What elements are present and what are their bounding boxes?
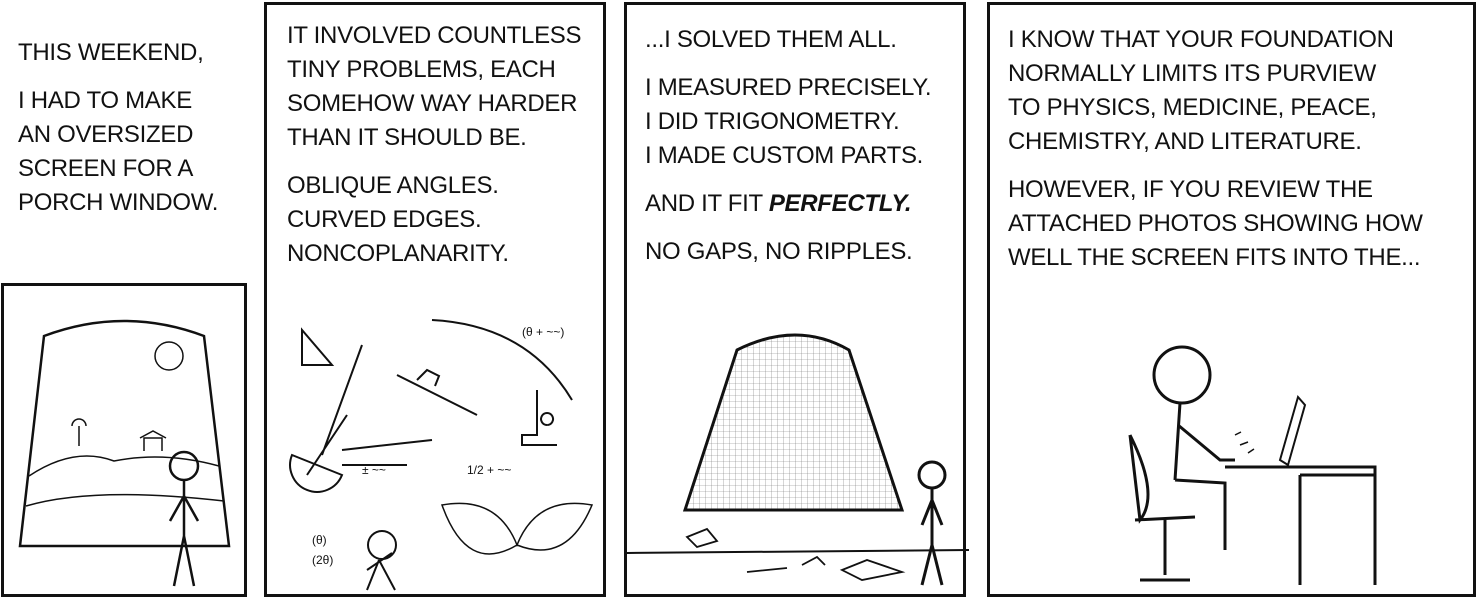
caption-line: OBLIQUE ANGLES. [287, 172, 499, 199]
stick-figure-head [168, 450, 200, 482]
protractor-sketch [289, 344, 363, 493]
caption-line: TINY PROBLEMS, EACH [287, 56, 556, 83]
caption-line: PORCH WINDOW. [18, 189, 219, 216]
panel-3-caption: ...I SOLVED THEM ALL. I MEASURED PRECISE… [645, 23, 932, 269]
house [139, 430, 167, 451]
caption-line: IT INVOLVED COUNTLESS [287, 22, 582, 49]
panel-2: IT INVOLVED COUNTLESS TINY PROBLEMS, EAC… [264, 2, 606, 597]
caption-line: SCREEN FOR A [18, 155, 194, 182]
fitted-screen-drawing [627, 333, 969, 586]
caption-line: AND IT FIT PERFECTLY. [645, 187, 931, 221]
window-outline [18, 319, 231, 548]
panel-1-caption: THIS WEEKEND, I HAD TO MAKE AN OVERSIZED… [18, 36, 218, 220]
stick-figure-body [1173, 402, 1235, 550]
caption-line: I MADE CUSTOM PARTS. [645, 142, 924, 169]
stick-figure-head [917, 460, 947, 490]
caption-line: CHEMISTRY, AND LITERATURE. [1008, 128, 1362, 155]
panel-4: I KNOW THAT YOUR FOUNDATION NORMALLY LIM… [987, 2, 1476, 597]
caption-line: TO PHYSICS, MEDICINE, PEACE, [1008, 94, 1377, 121]
caption-line: AN OVERSIZED [18, 121, 194, 148]
caption-line: ...I SOLVED THEM ALL. [645, 26, 897, 53]
scattered-tools [685, 527, 906, 581]
thinking-figure-head [367, 530, 397, 560]
caption-line: THIS WEEKEND, [18, 39, 204, 66]
scribble-formula: (2θ) [312, 553, 334, 567]
caption-line: SOMEHOW WAY HARDER [287, 90, 578, 117]
panel-4-caption: I KNOW THAT YOUR FOUNDATION NORMALLY LIM… [1008, 23, 1423, 275]
panel-1-frame [1, 283, 247, 597]
caption-line: HOWEVER, IF YOU REVIEW THE [1008, 176, 1373, 203]
caption-line: NONCOPLANARITY. [287, 240, 509, 267]
saddle-surface-sketch [440, 502, 594, 555]
stick-figure-body [920, 488, 944, 586]
caption-line: THAN IT SHOULD BE. [287, 124, 527, 151]
caption-line: WELL THE SCREEN FITS INTO THE... [1008, 244, 1421, 271]
thinking-figure-body [366, 552, 396, 591]
caption-line: I HAD TO MAKE [18, 87, 192, 114]
sun-icon [154, 341, 184, 371]
triangle-sketch [301, 327, 335, 366]
custom-part-sketch [521, 390, 557, 446]
caption-line: ATTACHED PHOTOS SHOWING HOW [1008, 210, 1423, 237]
porch-window-drawing [18, 319, 231, 587]
caption-line: NO GAPS, NO RIPPLES. [645, 238, 913, 265]
desk [1225, 465, 1377, 585]
stick-figure-head [1152, 345, 1212, 405]
office-chair [1128, 434, 1196, 524]
stick-figure-body [168, 480, 200, 587]
caption-line: I KNOW THAT YOUR FOUNDATION [1008, 26, 1394, 53]
panel-2-caption: IT INVOLVED COUNTLESS TINY PROBLEMS, EAC… [287, 19, 582, 271]
typing-motion-lines [1234, 431, 1255, 454]
screen-mesh [682, 333, 905, 512]
emphasis-text: PERFECTLY. [768, 190, 912, 217]
scribble-formula: (θ) [312, 533, 327, 547]
scribble-formula: (θ + ~~) [522, 325, 565, 339]
caption-line: CURVED EDGES. [287, 206, 482, 233]
curve-sketch [431, 319, 573, 401]
typing-at-desk-drawing [1128, 345, 1377, 585]
floor-line [627, 549, 969, 554]
laptop [1278, 394, 1307, 467]
panel-3: ...I SOLVED THEM ALL. I MEASURED PRECISE… [624, 2, 969, 597]
scribble-formula: 1/2 + ~~ [467, 463, 512, 477]
hills [28, 455, 220, 477]
caption-line: I DID TRIGONOMETRY. [645, 108, 900, 135]
ruler-sketch [341, 439, 433, 466]
chair-base [1140, 520, 1190, 582]
scribble-formula: ± ~~ [362, 463, 386, 477]
problem-sketches [289, 319, 594, 591]
caption-line: I MEASURED PRECISELY. [645, 74, 932, 101]
incline-sketch [396, 368, 478, 416]
caption-line: NORMALLY LIMITS ITS PURVIEW [1008, 60, 1376, 87]
fit-text: AND IT FIT [645, 190, 769, 217]
tree [71, 418, 87, 446]
